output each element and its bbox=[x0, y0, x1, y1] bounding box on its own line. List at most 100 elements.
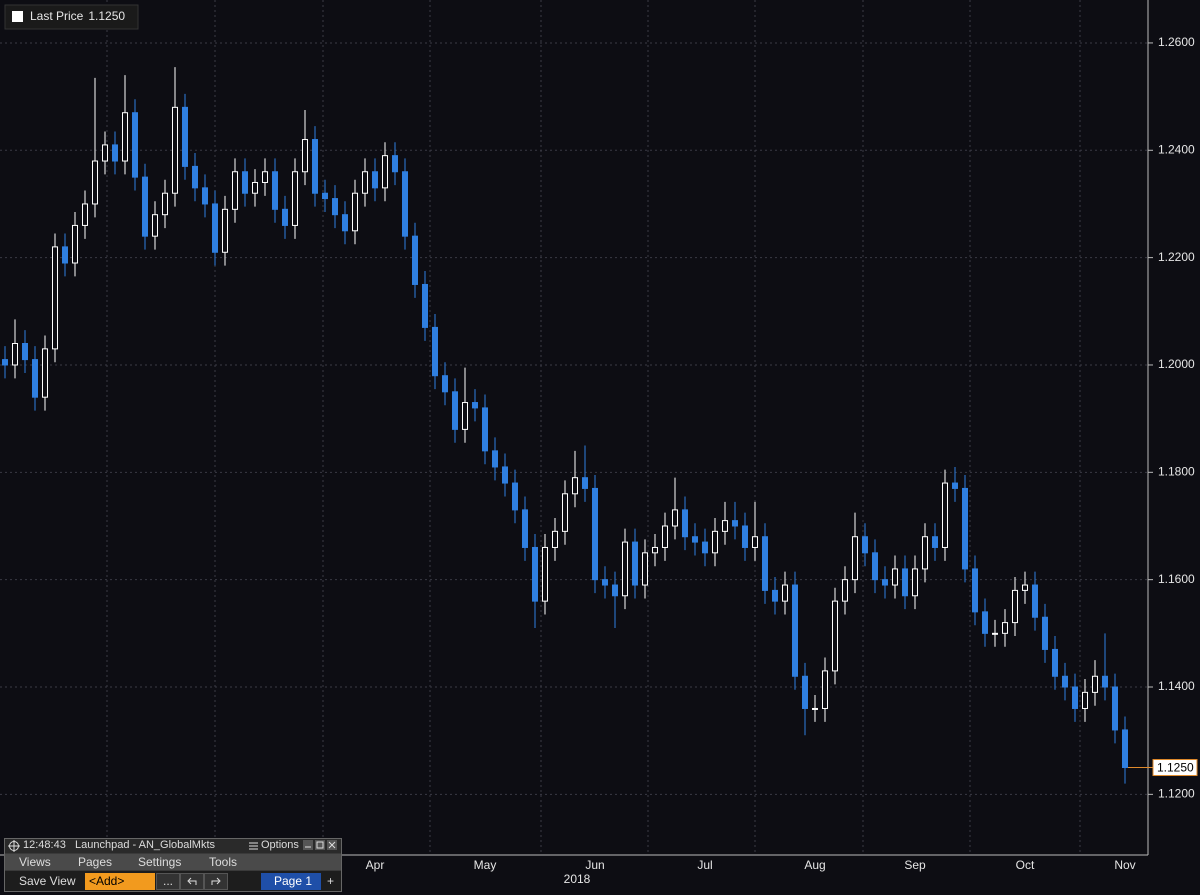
launchpad-titlebar: 12:48:43 Launchpad - AN_GlobalMkts Optio… bbox=[5, 839, 341, 853]
candle-body bbox=[462, 402, 468, 430]
candle-body bbox=[572, 477, 578, 495]
add-text: <Add> bbox=[89, 874, 125, 888]
candle-body bbox=[452, 391, 458, 430]
candle-body bbox=[662, 525, 668, 548]
candle-body bbox=[122, 112, 128, 162]
x-tick-label: Aug bbox=[804, 858, 825, 872]
x-axis-year: 2018 bbox=[564, 872, 591, 886]
candle-body bbox=[862, 536, 868, 554]
candle-body bbox=[842, 579, 848, 602]
page-button[interactable]: Page 1 bbox=[261, 873, 321, 890]
candle-body bbox=[672, 509, 678, 527]
candle-body bbox=[562, 493, 568, 532]
candle-body bbox=[52, 246, 58, 350]
candle-body bbox=[592, 487, 598, 581]
candle-body bbox=[492, 450, 498, 468]
candle-body bbox=[1022, 584, 1028, 591]
candle-body bbox=[472, 402, 478, 409]
candle-body bbox=[372, 171, 378, 189]
candle-body bbox=[162, 192, 168, 216]
y-tick-label: 1.2200 bbox=[1158, 250, 1195, 264]
x-tick-label: Jun bbox=[585, 858, 604, 872]
candle-body bbox=[262, 171, 268, 183]
redo-icon bbox=[211, 877, 221, 885]
redo-button[interactable] bbox=[204, 873, 228, 890]
more-button[interactable]: ... bbox=[156, 873, 180, 890]
menu-item[interactable]: Pages bbox=[78, 855, 113, 869]
menu-item[interactable]: Settings bbox=[138, 855, 182, 869]
candle-body bbox=[172, 106, 178, 194]
candle-body bbox=[132, 112, 138, 178]
candle-body bbox=[912, 568, 918, 597]
candle-body bbox=[1052, 648, 1058, 677]
add-page-button[interactable]: + bbox=[327, 874, 335, 888]
x-tick-label: Oct bbox=[1016, 858, 1035, 872]
candle-body bbox=[882, 579, 888, 586]
options-icon[interactable] bbox=[249, 842, 258, 850]
candle-body bbox=[12, 343, 18, 366]
candle-body bbox=[552, 530, 558, 548]
candle-body bbox=[282, 208, 288, 226]
candle-body bbox=[432, 326, 438, 377]
candle-body bbox=[772, 589, 778, 602]
candle-body bbox=[512, 482, 518, 511]
save-view-button[interactable]: Save View bbox=[19, 874, 76, 888]
y-tick-label: 1.2000 bbox=[1158, 357, 1195, 371]
launchpad-panel: 12:48:43 Launchpad - AN_GlobalMkts Optio… bbox=[4, 838, 342, 892]
x-tick-label: May bbox=[474, 858, 497, 872]
candle-body bbox=[412, 235, 418, 285]
candle-body bbox=[352, 192, 358, 232]
candle-body bbox=[1062, 675, 1068, 688]
page-text: Page 1 bbox=[274, 874, 313, 888]
candle-body bbox=[922, 536, 928, 570]
candle-body bbox=[702, 541, 708, 554]
plot-background bbox=[0, 0, 1148, 855]
candle-body bbox=[92, 160, 98, 205]
candle-body bbox=[1082, 691, 1088, 709]
candle-body bbox=[652, 546, 658, 554]
candle-body bbox=[112, 144, 118, 162]
move-icon[interactable] bbox=[8, 840, 20, 852]
candle-body bbox=[972, 568, 978, 613]
last-price-tag bbox=[1152, 759, 1198, 777]
candle-body bbox=[872, 552, 878, 581]
candle-body bbox=[942, 482, 948, 548]
candle-body bbox=[362, 171, 368, 194]
y-tick-label: 1.1400 bbox=[1158, 679, 1195, 693]
candle-body bbox=[232, 171, 238, 210]
add-field[interactable]: <Add> bbox=[85, 873, 155, 890]
candle-body bbox=[422, 283, 428, 328]
y-tick-label: 1.2400 bbox=[1158, 142, 1195, 156]
y-tick-label: 1.2600 bbox=[1158, 35, 1195, 49]
candle-body bbox=[32, 359, 38, 398]
candle-body bbox=[1012, 589, 1018, 624]
candle-body bbox=[2, 359, 8, 366]
candle-body bbox=[1122, 729, 1128, 769]
candle-body bbox=[392, 155, 398, 173]
options-menu[interactable]: Options bbox=[261, 839, 299, 851]
candle-body bbox=[202, 187, 208, 205]
candle-body bbox=[602, 579, 608, 586]
candle-body bbox=[482, 407, 488, 452]
candle-body bbox=[62, 246, 68, 264]
candle-body bbox=[822, 670, 828, 709]
candle-body bbox=[382, 155, 388, 189]
candle-body bbox=[682, 509, 688, 538]
candle-body bbox=[752, 536, 758, 548]
undo-button[interactable] bbox=[180, 873, 204, 890]
menu-item[interactable]: Views bbox=[19, 855, 51, 869]
candle-body bbox=[692, 536, 698, 543]
candle-body bbox=[42, 348, 48, 398]
candle-body bbox=[1112, 686, 1118, 731]
candle-body bbox=[82, 203, 88, 226]
candle-body bbox=[812, 707, 818, 710]
window-buttons[interactable] bbox=[303, 840, 339, 851]
candle-body bbox=[292, 171, 298, 226]
candle-body bbox=[622, 541, 628, 597]
candle-body bbox=[22, 343, 28, 361]
candle-body bbox=[242, 171, 248, 194]
candle-body bbox=[982, 611, 988, 634]
candle-body bbox=[742, 525, 748, 548]
menu-item[interactable]: Tools bbox=[209, 855, 238, 869]
